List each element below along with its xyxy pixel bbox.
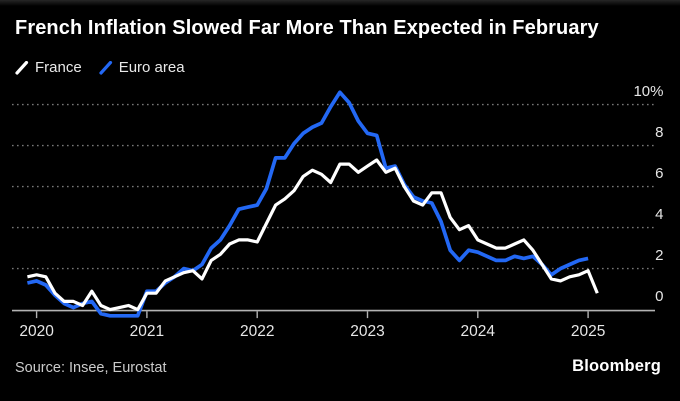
legend-label-euro-area: Euro area [118,59,185,76]
y-tick-label-10: 10% [633,83,663,100]
x-tick-label-2024: 2024 [461,323,496,340]
x-tick-label-2022: 2022 [240,323,274,340]
series-line-euro-area [26,90,589,318]
chart-title: French Inflation Slowed Far More Than Ex… [15,17,599,39]
y-tick-label-2: 2 [655,247,663,264]
y-tick-label-8: 8 [655,124,663,141]
x-tick-label-2020: 2020 [19,323,54,340]
series-lines [26,90,599,318]
legend-item-euro-area: Euro area [99,59,185,76]
y-tick-label-0: 0 [655,288,663,305]
x-axis [12,309,655,319]
euro-area-line-marker-icon [99,60,112,75]
top-edge-highlight [0,0,680,6]
source-label: Source: Insee, Eurostat [15,360,167,376]
series-line-france [27,158,599,312]
x-tick-label-2025: 2025 [571,323,605,340]
chart-legend: France Euro area [15,59,185,76]
x-tick-label-2021: 2021 [130,323,164,340]
legend-label-france: France [35,59,82,76]
legend-item-france: France [15,59,82,76]
france-line-marker-icon [15,60,29,75]
y-tick-label-6: 6 [655,165,663,182]
x-axis-tick-labels: 2020 2021 2022 2023 2024 2025 [19,323,605,340]
y-tick-label-4: 4 [655,206,663,223]
y-axis-tick-labels: 0 2 4 6 8 10% [633,83,663,305]
bloomberg-logo: Bloomberg [572,357,661,375]
y-gridlines [12,103,655,270]
x-tick-label-2023: 2023 [350,323,384,340]
